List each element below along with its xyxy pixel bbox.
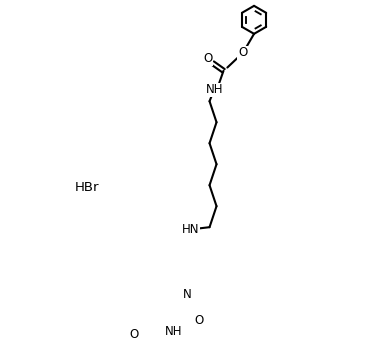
Text: NH: NH (206, 83, 223, 96)
Text: O: O (238, 46, 247, 59)
Text: HBr: HBr (74, 181, 99, 194)
Text: O: O (195, 313, 204, 327)
Text: HN: HN (182, 223, 199, 236)
Text: N: N (183, 288, 192, 301)
Text: O: O (129, 328, 138, 341)
Text: O: O (203, 52, 212, 65)
Text: NH: NH (165, 325, 182, 338)
